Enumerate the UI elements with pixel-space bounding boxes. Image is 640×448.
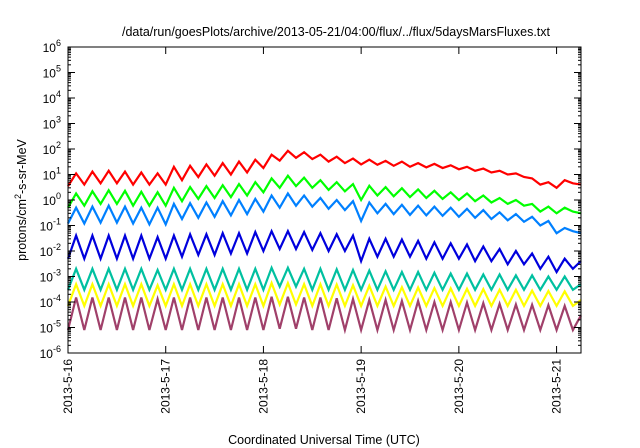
y-tick-base: 10 — [40, 322, 54, 336]
y-tick-base: 10 — [40, 271, 54, 285]
y-tick-base: 10 — [43, 118, 57, 132]
y-tick-label: 10-3 — [40, 268, 61, 285]
y-tick-label: 100 — [43, 191, 61, 208]
chart-title: /data/run/goesPlots/archive/2013-05-21/0… — [122, 25, 551, 39]
y-tick-label: 101 — [43, 166, 61, 183]
series-line-3 — [67, 191, 582, 235]
y-tick-exponent: 0 — [56, 191, 61, 201]
y-tick-base: 10 — [40, 245, 54, 259]
y-tick-exponent: 5 — [56, 64, 61, 74]
x-tick-label: 2013-5-16 — [61, 359, 75, 414]
y-tick-label: 104 — [43, 89, 61, 106]
y-tick-base: 10 — [40, 296, 54, 310]
y-tick-label: 102 — [43, 140, 61, 157]
y-axis-label-base: protons/cm — [15, 199, 29, 261]
series-layer — [66, 149, 582, 335]
y-tick-exponent: -5 — [53, 319, 61, 329]
y-tick-base: 10 — [43, 92, 57, 106]
y-tick-exponent: 1 — [56, 166, 61, 176]
y-tick-base: 10 — [43, 41, 57, 55]
y-tick-exponent: 2 — [56, 140, 61, 150]
y-tick-exponent: -4 — [53, 293, 61, 303]
y-tick-exponent: -2 — [53, 242, 61, 252]
x-axis: 2013-5-16 2013-5-17 2013-5-18 2013-5-19 2013… — [61, 47, 564, 414]
y-tick-label: 106 — [43, 38, 61, 55]
y-tick-label: 10-1 — [40, 217, 61, 234]
y-axis-label-sup: 2 — [13, 194, 23, 199]
x-tick-label: 2013-5-20 — [452, 359, 466, 414]
series-line-5 — [66, 264, 582, 293]
series-line-1 — [67, 149, 582, 190]
y-tick-base: 10 — [40, 347, 54, 361]
series-line-4 — [66, 228, 582, 275]
y-tick-base: 10 — [43, 143, 57, 157]
x-tick-label: 2013-5-21 — [550, 359, 564, 414]
y-axis: 10-610-510-410-310-210-11001011021031041… — [40, 38, 581, 361]
y-tick-base: 10 — [43, 67, 57, 81]
y-tick-exponent: -3 — [53, 268, 61, 278]
x-tick-label: 2013-5-19 — [354, 359, 368, 414]
series-line-2 — [67, 173, 582, 215]
y-tick-exponent: 4 — [56, 89, 61, 99]
y-tick-label: 10-5 — [40, 319, 61, 336]
y-tick-exponent: -1 — [53, 217, 61, 227]
x-tick-label: 2013-5-18 — [256, 359, 270, 414]
y-axis-label-rest: -s-sr-MeV — [15, 138, 29, 194]
y-tick-base: 10 — [43, 169, 57, 183]
y-tick-label: 10-6 — [40, 344, 61, 361]
series-line-6 — [66, 279, 582, 310]
y-tick-exponent: 3 — [56, 115, 61, 125]
y-tick-base: 10 — [43, 194, 57, 208]
y-axis-label: protons/cm2-s-sr-MeV — [13, 138, 29, 260]
series-line-7 — [66, 294, 582, 335]
y-tick-label: 10-2 — [40, 242, 61, 259]
x-tick-label: 2013-5-17 — [159, 359, 173, 414]
y-tick-exponent: -6 — [53, 344, 61, 354]
y-tick-label: 103 — [43, 115, 61, 132]
y-tick-label: 10-4 — [40, 293, 61, 310]
x-axis-label: Coordinated Universal Time (UTC) — [228, 433, 420, 447]
y-tick-label: 105 — [43, 64, 61, 81]
y-tick-base: 10 — [40, 220, 54, 234]
y-tick-exponent: 6 — [56, 38, 61, 48]
